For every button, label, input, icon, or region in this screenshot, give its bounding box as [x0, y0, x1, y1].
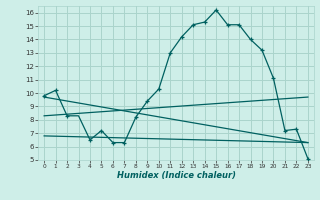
X-axis label: Humidex (Indice chaleur): Humidex (Indice chaleur)	[116, 171, 236, 180]
